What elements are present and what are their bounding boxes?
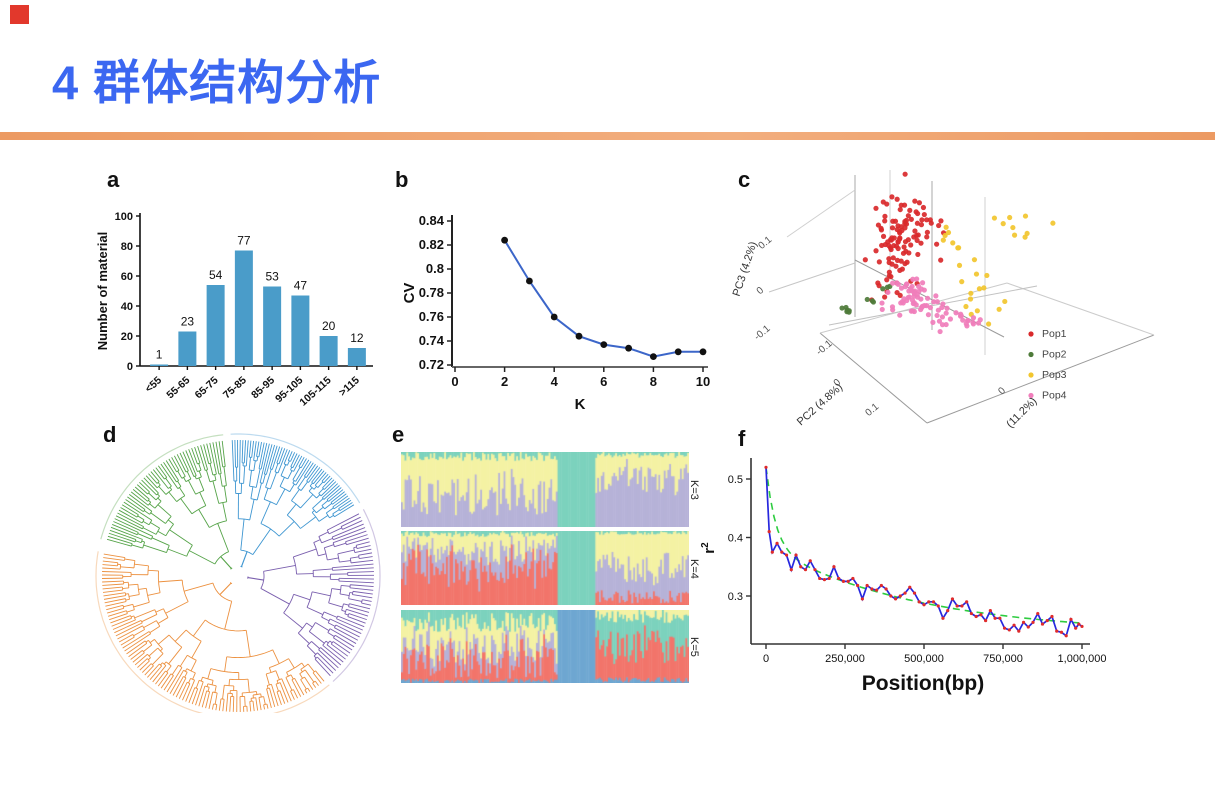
svg-text:250,000: 250,000 (825, 653, 865, 665)
svg-text:0.72: 0.72 (419, 357, 444, 372)
svg-text:750,000: 750,000 (983, 653, 1023, 665)
svg-text:0: 0 (832, 377, 844, 389)
svg-text:10: 10 (696, 374, 710, 389)
svg-text:1: 1 (156, 348, 163, 362)
line-chart-ld-decay: 0.3 0.4 0.5 0 250,000 500,000 750,000 1,000,000… (700, 458, 1107, 695)
svg-text:60: 60 (121, 271, 133, 283)
svg-text:Pop1: Pop1 (1042, 328, 1067, 340)
title-divider-bar (0, 132, 1215, 140)
svg-text:>115: >115 (337, 374, 362, 398)
svg-text:20: 20 (121, 331, 133, 343)
panel-c-label: c (738, 167, 751, 192)
svg-text:0.76: 0.76 (419, 309, 444, 324)
panel-a-bar-chart: a 0 20 40 60 80 100 1 <55 23 55-65 54 65-75 77 75-85 5… (95, 163, 385, 423)
svg-text:2: 2 (501, 374, 508, 389)
svg-text:r2: r2 (700, 542, 718, 554)
svg-text:55-65: 55-65 (164, 374, 192, 401)
svg-text:500,000: 500,000 (904, 653, 944, 665)
slide-title: 4 群体结构分析 (52, 56, 382, 109)
svg-text:0: 0 (763, 653, 769, 665)
svg-text:-0.1: -0.1 (814, 338, 835, 358)
panel-c-pca-3d-scatter: c 0.1 0 -0.1 -0.1 0 0.1 0 PC3 (4.2%) PC2 (4.8%)(… (722, 165, 1207, 435)
svg-text:<55: <55 (143, 374, 164, 395)
svg-text:0.5: 0.5 (728, 474, 743, 486)
svg-text:53: 53 (265, 270, 279, 284)
svg-text:8: 8 (650, 374, 657, 389)
svg-text:0.3: 0.3 (728, 591, 743, 603)
svg-text:Pop2: Pop2 (1042, 349, 1067, 361)
svg-text:4: 4 (551, 374, 559, 389)
svg-text:20: 20 (322, 319, 336, 333)
svg-text:-0.1: -0.1 (752, 323, 773, 343)
svg-text:Position(bp): Position(bp) (862, 672, 984, 695)
svg-text:0.78: 0.78 (419, 285, 444, 300)
svg-text:0.82: 0.82 (419, 237, 444, 252)
panel-e-label: e (392, 422, 405, 447)
svg-text:K: K (575, 396, 586, 413)
svg-text:0.74: 0.74 (419, 333, 445, 348)
bar-chart-number-of-material: 0204060801001<552355-655465-757775-85538… (95, 211, 373, 409)
svg-text:0.4: 0.4 (728, 533, 743, 545)
svg-text:23: 23 (181, 315, 195, 329)
svg-text:6: 6 (600, 374, 607, 389)
svg-text:0.1: 0.1 (757, 234, 775, 252)
svg-text:0.1: 0.1 (864, 401, 882, 419)
svg-text:1,000,000: 1,000,000 (1058, 653, 1107, 665)
panel-a-label: a (107, 167, 120, 192)
svg-text:0.8: 0.8 (426, 261, 444, 276)
svg-text:75-85: 75-85 (221, 374, 249, 401)
svg-text:80: 80 (121, 241, 133, 253)
svg-text:77: 77 (237, 234, 251, 248)
panel-e-admixture-plots: e K=3 K=4 K=5 (390, 418, 720, 708)
svg-text:0: 0 (451, 374, 458, 389)
svg-text:105-115: 105-115 (297, 374, 333, 408)
panel-f-ld-decay-chart: f 0.3 0.4 0.5 0 250,000 500,000 750,000 1,000,0… (698, 418, 1163, 708)
panel-b-label: b (395, 167, 409, 192)
svg-text:40: 40 (121, 301, 133, 313)
svg-text:54: 54 (209, 268, 223, 282)
svg-text:47: 47 (294, 279, 308, 293)
admixture-plot-k5 (401, 610, 689, 683)
line-chart-cv-vs-k: 0.84 0.82 0.8 0.78 0.76 0.74 0.72 0 2 4 6 8 10 CV K (401, 213, 710, 413)
svg-text:0.84: 0.84 (419, 213, 445, 228)
svg-text:0: 0 (755, 285, 767, 297)
svg-text:65-75: 65-75 (193, 374, 221, 401)
panel-d-label: d (103, 422, 117, 447)
corner-accent-square (10, 5, 29, 24)
svg-text:100: 100 (115, 211, 133, 223)
svg-text:12: 12 (350, 331, 364, 345)
panel-d-circular-dendrogram: d (95, 418, 385, 713)
dendrogram-phylogenetic-tree (95, 433, 381, 713)
panel-b-cv-line-chart: b 0.84 0.82 0.8 0.78 0.76 0.74 0.72 0 2 4 6 8 10 CV K (390, 163, 720, 418)
svg-text:0: 0 (127, 361, 133, 373)
svg-text:CV: CV (401, 283, 418, 304)
panel-f-label: f (738, 426, 746, 451)
admixture-plot-k4 (401, 531, 689, 605)
svg-text:Pop4: Pop4 (1042, 390, 1067, 402)
svg-text:Pop3: Pop3 (1042, 369, 1067, 381)
svg-text:Number of material: Number of material (95, 232, 110, 350)
admixture-plot-k3 (401, 452, 689, 527)
